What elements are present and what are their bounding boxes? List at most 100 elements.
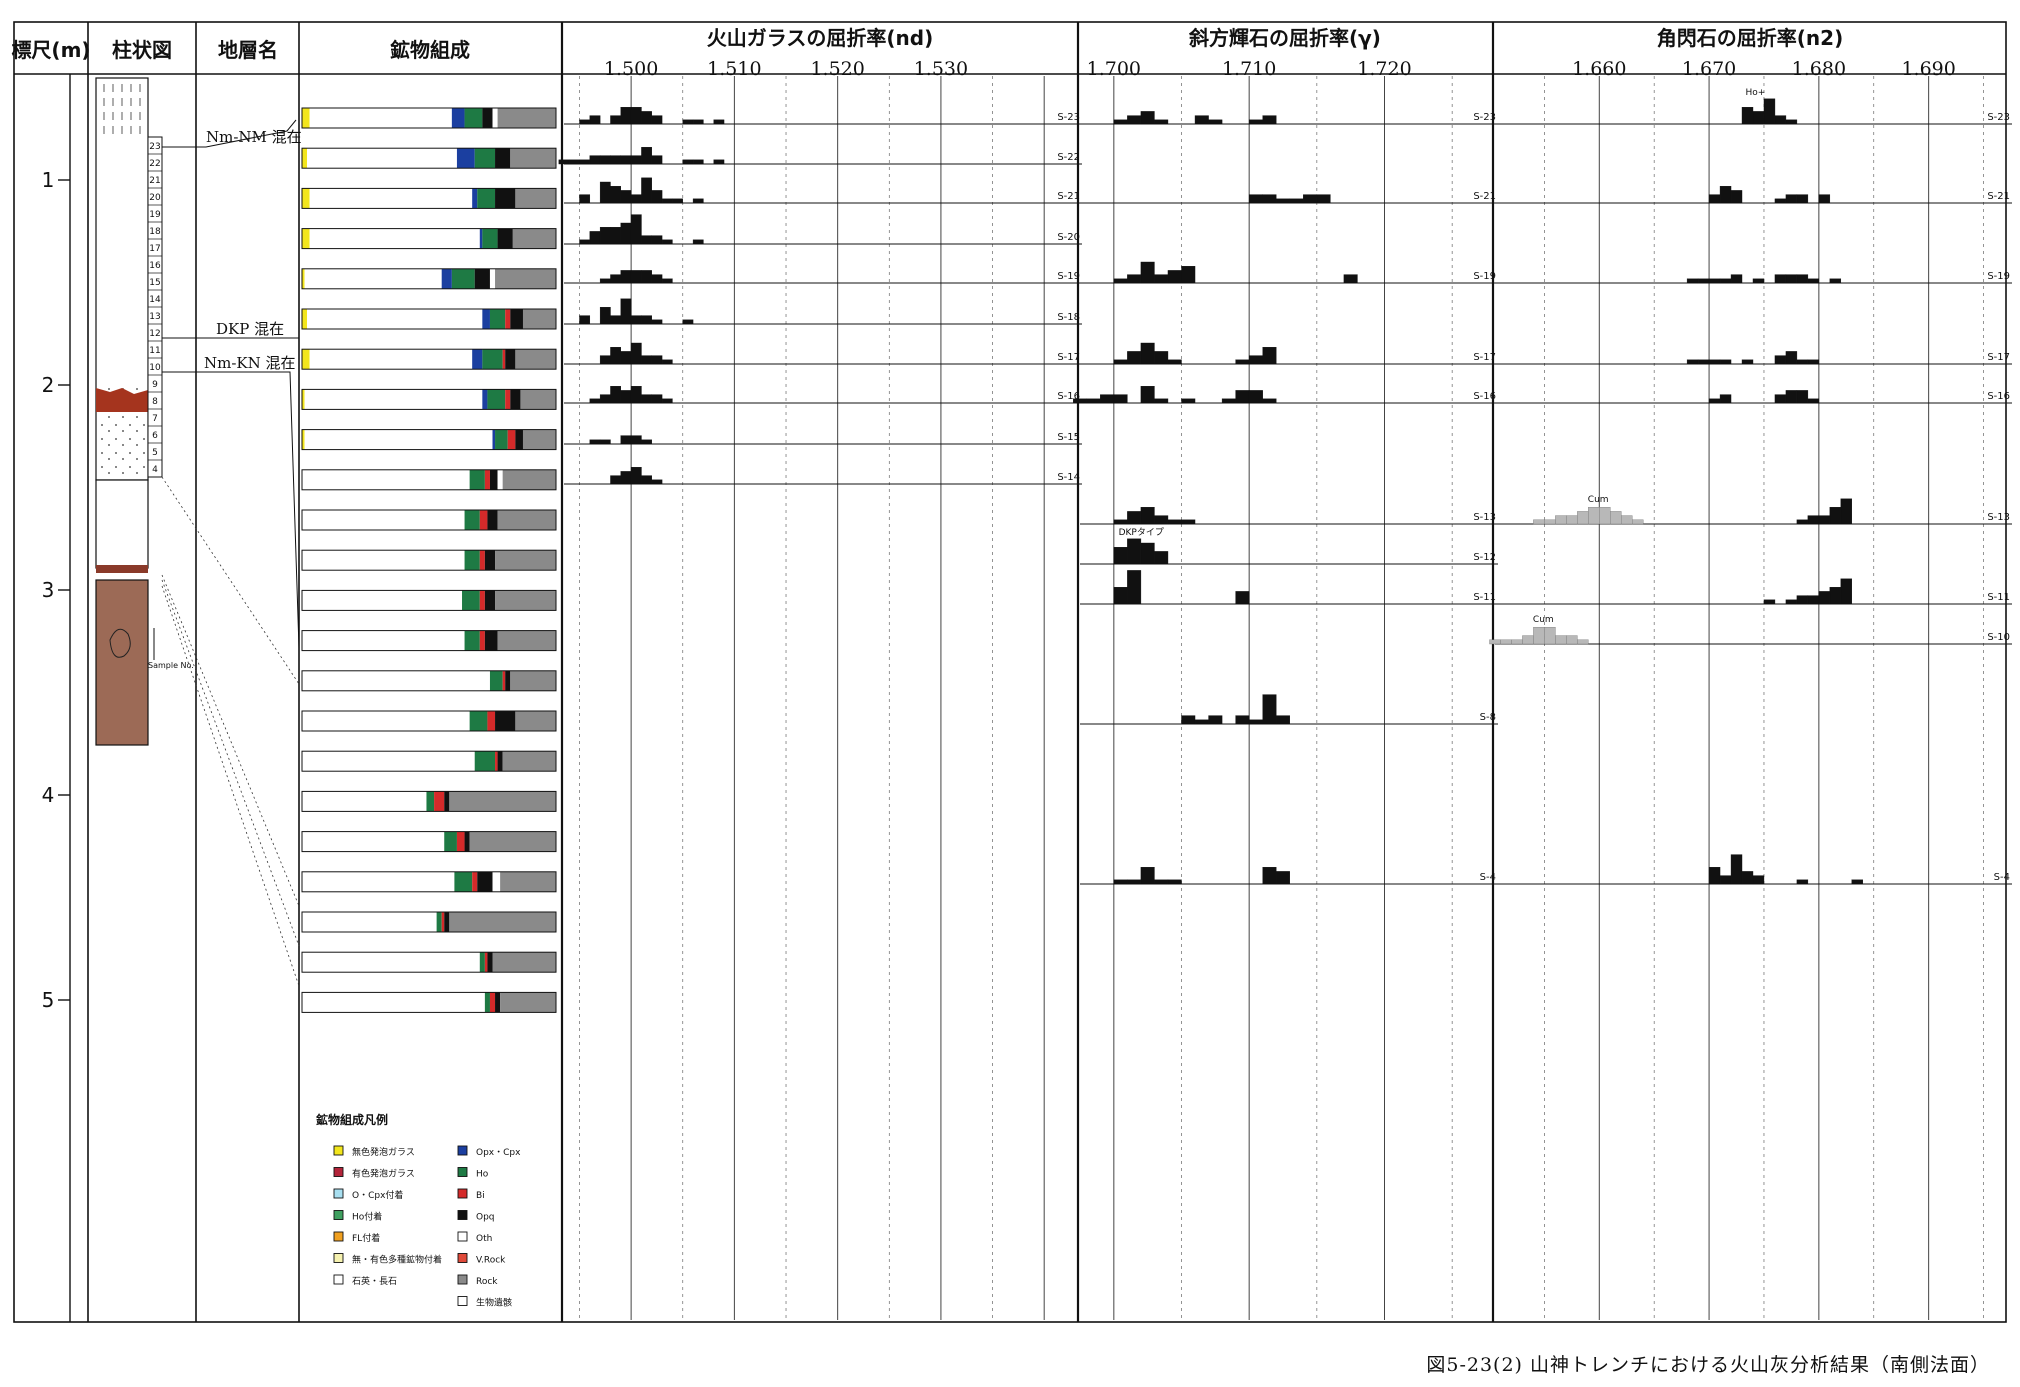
mineral-bar-segment <box>487 952 493 973</box>
mineral-bar-segment <box>302 188 310 209</box>
histogram-bar <box>610 185 621 204</box>
histogram-bar <box>1708 359 1721 365</box>
histogram-bar <box>630 155 642 165</box>
histogram-bar <box>1566 635 1578 645</box>
histogram-bar <box>620 106 632 125</box>
histogram-bar <box>1730 274 1743 284</box>
histogram-bar <box>682 159 694 165</box>
sample-label: S-17 <box>1473 352 1496 363</box>
x-tick-label: 1.500 <box>604 58 658 80</box>
mineral-bar-segment <box>456 831 465 852</box>
glass-refractive-panel: 1.500 1.510 1.520 1.530 S-23 S-22 S-21 S-20 S-19… <box>558 58 1082 1320</box>
mineral-bar-row <box>301 348 557 370</box>
sample-number: 12 <box>149 329 160 339</box>
histogram-bar <box>672 198 683 204</box>
mineral-bar-segment <box>304 429 493 450</box>
mineral-bar-segment <box>464 510 480 530</box>
mineral-bar-row <box>301 911 557 933</box>
mineral-bar-segment <box>495 550 556 571</box>
mineral-bar-segment <box>309 228 480 249</box>
histogram-bar <box>1730 190 1743 204</box>
histogram-bar <box>1489 639 1501 645</box>
mineral-composition-bars <box>301 107 557 1013</box>
histogram-bar <box>1276 198 1290 204</box>
legend-swatch <box>333 1210 344 1220</box>
mineral-bar-row <box>301 951 557 973</box>
header-scale: 標尺(m) <box>11 38 90 62</box>
histogram-bar <box>641 146 652 165</box>
sample-number: 20 <box>149 193 161 203</box>
histogram-bar <box>1785 390 1798 404</box>
histogram-bar <box>1807 515 1820 525</box>
strata-label-dkp: DKP 混在 <box>216 320 284 338</box>
mineral-bar-segment <box>505 349 516 370</box>
histogram-bar <box>1127 538 1142 565</box>
histogram-bar <box>651 355 663 365</box>
histogram-bar <box>620 222 632 245</box>
mineral-bar-segment <box>479 952 485 973</box>
mineral-bar-segment <box>489 670 503 691</box>
mineral-bar-row <box>301 147 557 169</box>
legend-label: 生物遺骸 <box>476 1297 512 1309</box>
histogram-bar <box>1807 398 1820 404</box>
mineral-bar-row <box>301 710 557 732</box>
mineral-bar-segment <box>484 550 496 571</box>
mineral-bar-segment <box>449 912 556 932</box>
x-tick-label: 1.710 <box>1222 58 1276 80</box>
mineral-bar-segment <box>515 429 523 450</box>
mineral-bar-segment <box>482 228 498 249</box>
sample-label: S-11 <box>1987 592 2010 603</box>
histogram-bar <box>610 386 621 404</box>
legend-swatch <box>457 1188 468 1199</box>
histogram-bar <box>1208 119 1223 125</box>
histogram-bar <box>1621 515 1633 525</box>
histogram-bar <box>579 119 591 125</box>
mineral-bar-segment <box>302 912 437 932</box>
histogram-bar <box>661 398 673 404</box>
sample-label: S-19 <box>1057 271 1080 282</box>
mineral-bar-segment <box>495 711 516 731</box>
mineral-bar-segment <box>502 751 556 772</box>
histogram-bar <box>661 198 673 204</box>
histogram-bar <box>1752 875 1765 885</box>
histogram-bar <box>1154 515 1169 525</box>
histogram-bar <box>1774 115 1787 125</box>
histogram-bar <box>1248 119 1263 125</box>
mineral-bar-segment <box>441 912 445 932</box>
histogram-bar <box>1785 274 1798 284</box>
sample-label: S-22 <box>1057 152 1080 163</box>
mineral-bar-segment <box>505 389 511 410</box>
histogram-bar <box>589 231 601 245</box>
sample-label: S-16 <box>1987 391 2010 402</box>
strata-label-nm-kn: Nm-KN 混在 <box>204 354 296 372</box>
histogram-bar <box>1127 115 1142 125</box>
histogram-bar <box>1708 867 1721 885</box>
mineral-bar-segment <box>302 349 310 370</box>
histogram-bar <box>1262 115 1277 125</box>
histogram-bar <box>610 475 621 485</box>
histogram-bar <box>1154 879 1169 885</box>
histogram-bar <box>630 386 642 404</box>
mineral-bar-segment <box>302 389 305 410</box>
histogram-bar <box>651 190 663 204</box>
mineral-bar-segment <box>454 871 473 892</box>
mineral-bar-segment <box>302 510 465 530</box>
sample-number: 14 <box>149 295 161 305</box>
histogram-bar <box>1708 278 1721 284</box>
mineral-bar-segment <box>479 510 488 530</box>
mineral-bar-segment <box>497 108 556 128</box>
histogram-bar <box>1167 270 1182 284</box>
histogram-bar <box>641 355 652 365</box>
histogram-bar <box>1181 398 1196 404</box>
mineral-bar-row <box>301 831 557 853</box>
histogram-bar <box>630 315 642 325</box>
histogram-bar <box>651 235 663 245</box>
geologic-column: 23 22 21 20 19 18 17 16 15 14 13 12 11 10 9 8 7 6 5 4 Sampl… <box>95 77 194 746</box>
x-tick-label: 1.660 <box>1572 58 1626 80</box>
sample-label: S-16 <box>1473 391 1496 402</box>
mineral-bar-segment <box>507 429 516 450</box>
histogram-bar <box>630 106 642 125</box>
mineral-bar-segment <box>497 510 556 530</box>
sample-number: 18 <box>149 227 161 237</box>
